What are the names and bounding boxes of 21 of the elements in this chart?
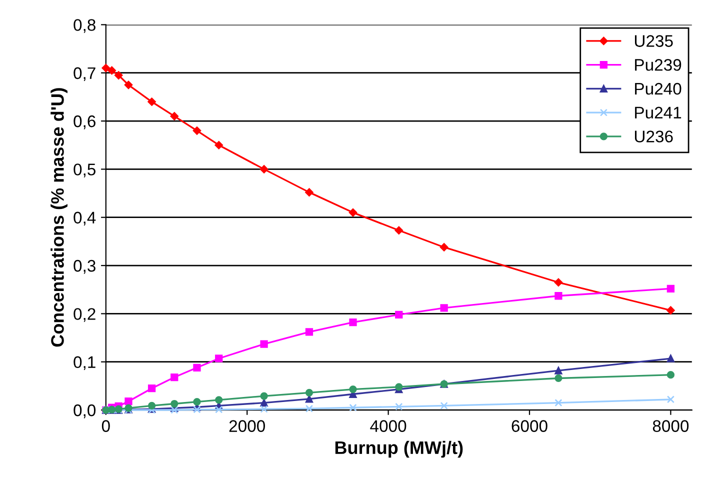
y-tick-label: 0,3 — [74, 260, 96, 274]
x-axis-title: Burnup (MWj/t) — [335, 440, 463, 458]
legend-label: U236 — [634, 130, 673, 142]
legend-label: Pu240 — [635, 82, 682, 95]
y-tick-label: 0,2 — [74, 308, 96, 322]
x-tick-label: 0 — [102, 420, 110, 432]
x-tick-label: 6000 — [512, 420, 548, 432]
y-tick-label: 0,4 — [74, 212, 96, 226]
x-tick-label: 8000 — [652, 420, 689, 432]
x-tick-label: 2000 — [229, 420, 265, 432]
y-tick-label: 0,7 — [74, 67, 96, 82]
legend-label: Pu239 — [635, 59, 682, 71]
legend-label: U235 — [634, 35, 673, 47]
legend-label: Pu241 — [635, 106, 682, 119]
y-tick-label: 0,5 — [74, 164, 96, 178]
y-tick-label: 0,0 — [74, 404, 96, 418]
y-tick-label: 0,8 — [74, 19, 96, 33]
y-tick-label: 0,6 — [74, 115, 96, 130]
x-tick-label: 4000 — [370, 420, 406, 432]
y-tick-label: 0,1 — [74, 356, 96, 370]
y-axis-title: Concentrations (% masse d'U) — [50, 88, 68, 347]
